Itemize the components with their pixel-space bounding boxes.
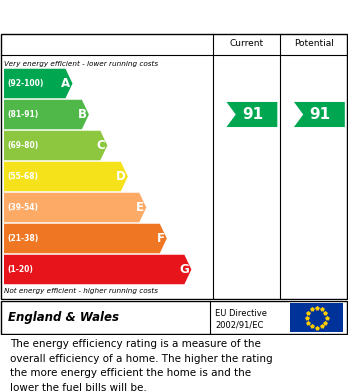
Text: F: F xyxy=(157,232,165,245)
Polygon shape xyxy=(227,102,277,127)
Polygon shape xyxy=(4,69,72,98)
Text: (92-100): (92-100) xyxy=(7,79,44,88)
Polygon shape xyxy=(4,100,89,129)
Text: Energy Efficiency Rating: Energy Efficiency Rating xyxy=(10,9,232,24)
Bar xyxy=(290,303,343,332)
Text: Very energy efficient - lower running costs: Very energy efficient - lower running co… xyxy=(4,61,158,67)
Text: D: D xyxy=(116,170,126,183)
Polygon shape xyxy=(294,102,345,127)
Text: EU Directive: EU Directive xyxy=(215,308,267,317)
Text: A: A xyxy=(61,77,71,90)
Polygon shape xyxy=(4,162,128,191)
Polygon shape xyxy=(4,255,191,284)
Polygon shape xyxy=(4,193,146,222)
Polygon shape xyxy=(4,224,167,253)
Text: 91: 91 xyxy=(242,107,263,122)
Text: 2002/91/EC: 2002/91/EC xyxy=(215,321,263,330)
Text: G: G xyxy=(180,263,189,276)
Text: Potential: Potential xyxy=(294,39,334,48)
Text: England & Wales: England & Wales xyxy=(8,312,119,325)
Text: Not energy efficient - higher running costs: Not energy efficient - higher running co… xyxy=(4,288,158,294)
Text: C: C xyxy=(97,139,105,152)
Text: (69-80): (69-80) xyxy=(7,141,38,150)
Text: E: E xyxy=(136,201,144,214)
Polygon shape xyxy=(4,131,107,160)
Text: (1-20): (1-20) xyxy=(7,265,33,274)
Text: (39-54): (39-54) xyxy=(7,203,38,212)
Text: Current: Current xyxy=(229,39,263,48)
Text: 91: 91 xyxy=(310,107,331,122)
Text: B: B xyxy=(78,108,87,121)
Text: (55-68): (55-68) xyxy=(7,172,38,181)
Text: The energy efficiency rating is a measure of the
overall efficiency of a home. T: The energy efficiency rating is a measur… xyxy=(10,339,273,391)
Text: (21-38): (21-38) xyxy=(7,234,38,243)
Text: (81-91): (81-91) xyxy=(7,110,38,119)
